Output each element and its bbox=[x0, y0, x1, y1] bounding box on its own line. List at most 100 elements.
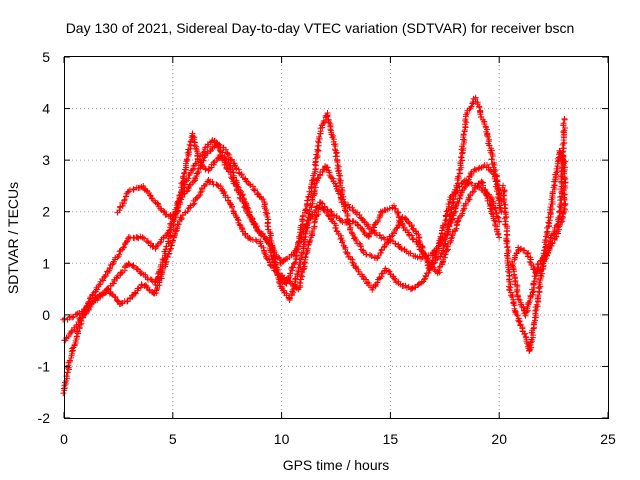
data-point-track-e bbox=[537, 283, 544, 290]
data-point-track-c bbox=[267, 262, 274, 269]
data-point-track-c bbox=[266, 256, 273, 263]
data-point-track-a bbox=[451, 209, 458, 216]
data-point-track-b bbox=[331, 146, 338, 153]
data-point-track-b bbox=[292, 259, 299, 266]
data-point-track-e bbox=[561, 139, 568, 146]
data-point-track-b bbox=[289, 264, 296, 271]
data-point-track-c bbox=[332, 225, 339, 232]
data-point-track-d bbox=[302, 224, 309, 231]
data-point-track-b bbox=[183, 188, 190, 195]
data-point-track-c bbox=[385, 267, 392, 274]
data-point-track-b bbox=[388, 233, 395, 240]
plot-frame bbox=[64, 56, 609, 419]
data-point-track-e bbox=[558, 219, 565, 226]
data-point-track-d bbox=[271, 249, 278, 256]
data-point-track-c bbox=[153, 286, 160, 293]
x-tick-label: 15 bbox=[383, 431, 399, 447]
data-point-track-b bbox=[387, 236, 394, 243]
data-point-track-a bbox=[360, 216, 367, 223]
data-point-track-d bbox=[175, 202, 182, 209]
data-point-track-e bbox=[528, 329, 535, 336]
data-point-track-e bbox=[544, 245, 551, 252]
data-point-track-c bbox=[175, 221, 182, 228]
data-point-track-c bbox=[418, 279, 425, 286]
data-point-track-b bbox=[122, 263, 129, 270]
data-point-track-b bbox=[357, 243, 364, 250]
data-point-track-b bbox=[393, 225, 400, 232]
data-point-track-e bbox=[560, 120, 567, 127]
data-point-track-e bbox=[531, 273, 538, 280]
data-point-track-b bbox=[378, 247, 385, 254]
data-point-track-e bbox=[559, 149, 566, 156]
data-point-track-e bbox=[553, 165, 560, 172]
data-point-track-d bbox=[192, 145, 199, 152]
data-point-track-d bbox=[116, 207, 123, 214]
data-point-track-d bbox=[117, 203, 124, 210]
data-point-track-c bbox=[432, 249, 439, 256]
data-point-track-a bbox=[311, 187, 318, 194]
data-point-track-d bbox=[324, 207, 331, 214]
data-point-track-b bbox=[485, 133, 492, 140]
data-point-track-c bbox=[172, 228, 179, 235]
data-point-track-a bbox=[455, 200, 462, 207]
data-point-track-c bbox=[261, 250, 268, 257]
data-point-track-b bbox=[491, 168, 498, 175]
data-point-track-c bbox=[303, 248, 310, 255]
data-point-track-d bbox=[130, 186, 137, 193]
data-point-track-c bbox=[429, 256, 436, 263]
data-point-track-c bbox=[446, 196, 453, 203]
data-point-track-b bbox=[460, 131, 467, 138]
data-point-track-a bbox=[100, 277, 107, 284]
data-point-track-d bbox=[486, 197, 493, 204]
x-axis-label: GPS time / hours bbox=[283, 457, 390, 473]
data-point-track-e bbox=[558, 165, 565, 172]
data-point-track-d bbox=[119, 202, 126, 209]
data-point-track-d bbox=[369, 228, 376, 235]
data-point-track-c bbox=[111, 293, 118, 300]
data-point-track-d bbox=[184, 149, 191, 156]
data-point-track-c bbox=[75, 328, 82, 335]
data-point-track-e bbox=[502, 221, 509, 228]
data-point-track-d bbox=[217, 153, 224, 160]
data-point-track-d bbox=[197, 158, 204, 165]
y-tick-label: -2 bbox=[38, 410, 51, 426]
data-point-track-a bbox=[475, 165, 482, 172]
data-point-track-b bbox=[170, 218, 177, 225]
data-point-track-e bbox=[546, 217, 553, 224]
data-point-track-a bbox=[353, 210, 360, 217]
data-point-track-e bbox=[546, 220, 553, 227]
data-point-track-c bbox=[138, 281, 145, 288]
data-point-track-a bbox=[109, 261, 116, 268]
data-point-track-c bbox=[338, 239, 345, 246]
data-point-track-e bbox=[560, 159, 567, 166]
data-point-track-a bbox=[452, 203, 459, 210]
data-point-track-e bbox=[557, 213, 564, 220]
data-point-track-e bbox=[530, 288, 537, 295]
y-tick-label: 0 bbox=[42, 307, 50, 323]
data-point-track-e bbox=[517, 299, 524, 306]
data-point-track-b bbox=[291, 260, 298, 267]
data-point-track-d bbox=[479, 180, 486, 187]
data-point-track-b bbox=[333, 150, 340, 157]
data-point-track-c bbox=[187, 202, 194, 209]
data-point-track-b bbox=[409, 225, 416, 232]
data-point-track-a bbox=[398, 245, 405, 252]
data-point-track-e bbox=[544, 228, 551, 235]
data-point-track-e bbox=[526, 258, 533, 265]
data-point-track-c bbox=[168, 242, 175, 249]
data-point-track-b bbox=[472, 96, 479, 103]
data-point-track-c bbox=[229, 204, 236, 211]
data-point-track-c bbox=[264, 256, 271, 263]
data-point-track-d bbox=[455, 215, 462, 222]
data-point-track-e bbox=[516, 318, 523, 325]
data-point-track-c bbox=[260, 244, 267, 251]
data-point-track-d bbox=[229, 175, 236, 182]
data-point-track-b bbox=[457, 154, 464, 161]
data-point-track-d bbox=[443, 243, 450, 250]
x-tick-label: 0 bbox=[60, 431, 68, 447]
data-point-track-b bbox=[332, 153, 339, 160]
data-point-track-d bbox=[236, 194, 243, 201]
data-point-track-d bbox=[186, 149, 193, 156]
data-point-track-c bbox=[306, 238, 313, 245]
data-point-track-d bbox=[191, 142, 198, 149]
